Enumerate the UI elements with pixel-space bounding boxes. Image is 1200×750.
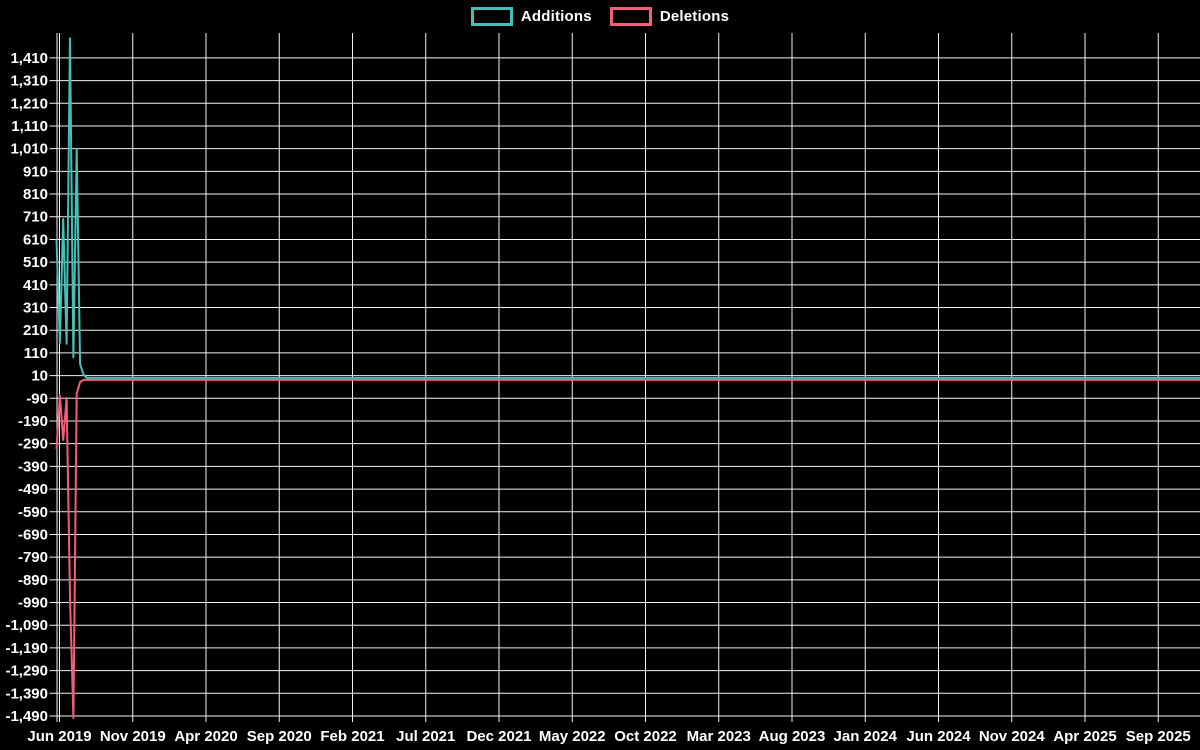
y-tick-label: 610 [23,231,48,248]
y-tick-label: -1,290 [5,663,48,680]
deletions-line [55,378,1200,719]
y-tick-label: 210 [23,322,48,339]
additions-legend-swatch [470,7,513,26]
deletions-legend-label: Deletions [659,8,730,25]
y-tick-label: -990 [18,595,48,612]
y-tick-label: -1,190 [5,640,48,657]
y-tick-label: 1,210 [10,95,48,112]
x-tick-label: Aug 2023 [759,728,826,745]
y-tick-label: -1,390 [5,685,48,702]
y-tick-label: -90 [26,390,48,407]
y-tick-label: 1,110 [11,118,48,135]
y-tick-label: 1,010 [10,141,48,158]
legend-item-deletions: Deletions [609,7,730,26]
y-tick-label: 510 [23,254,48,271]
y-tick-label: 710 [23,209,48,226]
x-tick-label: Apr 2020 [174,728,237,745]
y-tick-label: 110 [24,345,48,362]
x-tick-label: Jul 2021 [396,728,455,745]
x-tick-label: Dec 2021 [466,728,531,745]
x-tick-label: Nov 2019 [100,728,166,745]
y-tick-label: -890 [18,572,48,589]
x-tick-label: Mar 2023 [687,728,751,745]
x-tick-label: Nov 2024 [979,728,1046,745]
y-tick-label: -490 [18,481,48,498]
y-tick-label: 910 [23,163,48,180]
y-tick-label: 810 [23,186,48,203]
x-tick-label: Apr 2025 [1053,728,1116,745]
x-tick-label: Sep 2025 [1126,728,1191,745]
y-tick-label: -590 [18,504,48,521]
y-tick-label: 1,410 [10,50,48,67]
x-tick-label: Sep 2020 [247,728,312,745]
y-tick-label: 410 [23,277,48,294]
x-tick-label: Oct 2022 [614,728,677,745]
chart-legend: Additions Deletions [0,7,1200,26]
additions-line [55,37,1200,379]
y-tick-label: -190 [18,413,48,430]
y-tick-label: 10 [31,368,48,385]
legend-item-additions: Additions [470,7,592,26]
additions-legend-label: Additions [520,8,592,25]
y-tick-label: -690 [18,526,48,543]
x-tick-label: Feb 2021 [320,728,384,745]
y-tick-label: 310 [23,300,48,317]
x-tick-label: Jun 2019 [27,728,91,745]
x-tick-label: May 2022 [539,728,606,745]
deletions-legend-swatch [609,7,652,26]
y-tick-label: -1,490 [5,708,48,725]
y-tick-label: -790 [18,549,48,566]
y-tick-label: -390 [18,458,48,475]
y-tick-label: -290 [18,436,48,453]
x-tick-label: Jan 2024 [834,728,898,745]
y-tick-label: -1,090 [5,617,48,634]
x-tick-label: Jun 2024 [906,728,971,745]
y-tick-label: 1,310 [10,73,48,90]
